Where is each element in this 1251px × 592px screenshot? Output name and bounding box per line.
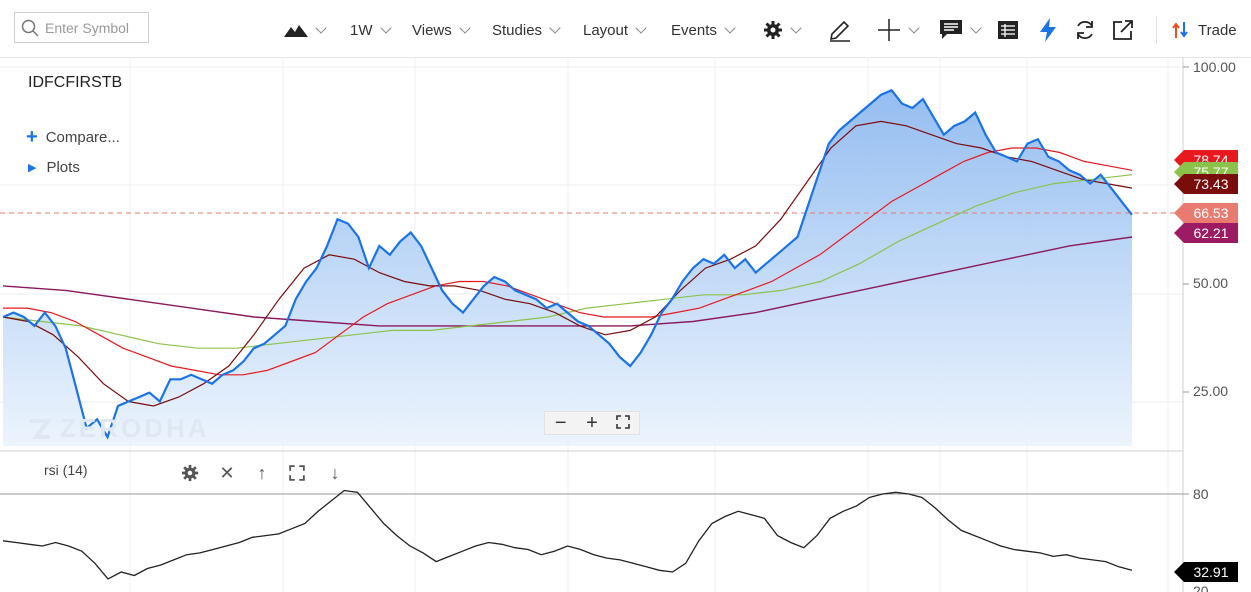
price-tag-dark-red: 73.43 [1174, 174, 1238, 194]
close-icon: ✕ [219, 462, 235, 483]
compare-label: Compare... [45, 129, 120, 146]
rsi-settings-button[interactable] [180, 462, 200, 484]
chevron-down-icon [635, 21, 647, 34]
table-icon [998, 21, 1018, 39]
views-label: Views [412, 21, 452, 39]
watermark-text: ZERODHA [60, 413, 210, 443]
comment-button[interactable] [939, 17, 982, 43]
y-tick-label: 100.00 [1193, 59, 1236, 75]
y-tick-label: 50.00 [1193, 275, 1229, 291]
chart-canvas[interactable] [0, 57, 1251, 592]
interval-label: 1W [350, 21, 373, 39]
lightning-icon [1040, 18, 1056, 42]
symbol-search[interactable] [14, 12, 149, 43]
chevron-down-icon [790, 21, 802, 34]
table-button[interactable] [997, 17, 1019, 43]
y-tick-label: 25.00 [1193, 383, 1229, 399]
fullscreen-icon [616, 415, 631, 429]
toolbar-divider [1156, 16, 1157, 44]
price-area-fill [3, 90, 1132, 446]
crosshair-icon [878, 19, 900, 41]
rsi-maximize-button[interactable] [287, 462, 307, 484]
moving-average-dark-red [2, 120, 1133, 407]
chevron-down-icon [908, 21, 920, 34]
price-tag-value: 73.43 [1193, 176, 1229, 192]
lightning-button[interactable] [1039, 17, 1057, 43]
settings-button[interactable] [763, 17, 802, 43]
layout-label: Layout [583, 21, 629, 39]
plus-icon: + [26, 126, 38, 148]
fullscreen-button[interactable] [608, 412, 638, 434]
refresh-icon [1077, 20, 1093, 40]
rsi-move-up-button[interactable]: ↑ [252, 462, 272, 484]
rsi-move-down-button[interactable]: ↓ [325, 462, 345, 484]
zerodha-logo-icon [30, 418, 52, 439]
y-axis-ticks [1183, 66, 1189, 495]
watermark: ZERODHA [28, 413, 210, 444]
zoom-in-button[interactable]: + [586, 412, 598, 434]
search-icon [21, 19, 39, 37]
price-tag-last: 66.53 [1174, 203, 1238, 223]
chevron-down-icon [549, 21, 561, 34]
external-link-icon [1113, 20, 1133, 40]
moving-average-red [3, 147, 1133, 376]
chevron-down-icon [459, 21, 471, 34]
compare-link[interactable]: + Compare... [26, 126, 120, 149]
rsi-value: 32.91 [1193, 564, 1229, 580]
price-tag-value: 62.21 [1193, 225, 1229, 241]
moving-average-purple [2, 236, 1133, 327]
rsi-label: rsi (14) [44, 462, 88, 478]
price-line [2, 88, 1133, 440]
rsi-line [2, 489, 1133, 580]
rsi-y-tick-label: 20 [1193, 583, 1209, 592]
plots-toggle[interactable]: ▶ Plots [28, 159, 80, 176]
chart-type-button[interactable] [284, 17, 327, 43]
studies-menu[interactable]: Studies [492, 17, 561, 43]
chevron-down-icon [970, 21, 982, 34]
rsi-y-tick-label: 80 [1193, 486, 1209, 502]
studies-label: Studies [492, 21, 543, 39]
crosshair-button[interactable] [877, 17, 920, 43]
trade-label: Trade [1198, 21, 1237, 39]
search-input[interactable] [43, 18, 147, 37]
rsi-value-tag: 32.91 [1174, 562, 1238, 582]
triangle-right-icon: ▶ [28, 162, 37, 174]
price-tag-purple: 62.21 [1174, 223, 1238, 243]
interval-button[interactable]: 1W [350, 17, 392, 43]
gear-icon [181, 464, 199, 482]
comment-icon [940, 20, 962, 39]
pencil-icon [829, 20, 850, 42]
chevron-down-icon [315, 21, 327, 34]
events-label: Events [671, 21, 717, 39]
trade-button[interactable]: Trade [1172, 17, 1237, 43]
plots-label: Plots [46, 159, 80, 176]
refresh-button[interactable] [1074, 17, 1096, 43]
events-menu[interactable]: Events [671, 17, 736, 43]
chevron-down-icon [379, 21, 392, 34]
rsi-close-button[interactable]: ✕ [217, 462, 237, 484]
rsi-title: rsi (14) [44, 462, 88, 478]
symbol-title: IDFCFIRSTB [28, 74, 123, 91]
draw-button[interactable] [828, 17, 852, 43]
views-menu[interactable]: Views [412, 17, 471, 43]
chevron-down-icon [724, 21, 736, 34]
arrow-up-icon: ↑ [257, 462, 267, 483]
fullscreen-icon [289, 465, 305, 481]
arrow-down-icon: ↓ [330, 462, 340, 483]
price-tag-value: 66.53 [1193, 205, 1229, 221]
external-link-button[interactable] [1112, 17, 1134, 43]
zoom-out-button[interactable]: − [554, 412, 567, 434]
up-down-arrows-icon [1172, 22, 1188, 38]
layout-menu[interactable]: Layout [583, 17, 647, 43]
gear-icon [764, 21, 782, 39]
zoom-controls: − + [544, 411, 640, 435]
mountain-chart-icon [284, 25, 308, 37]
toolbar: 1W Views Studies Layout Events [0, 0, 1251, 58]
